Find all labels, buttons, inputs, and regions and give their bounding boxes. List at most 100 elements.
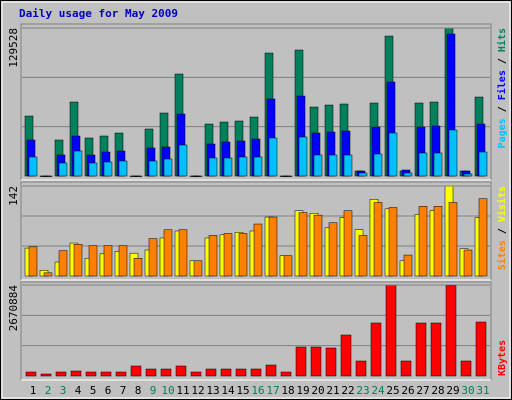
legend-entry: Hits — [496, 28, 508, 52]
bar — [70, 370, 82, 377]
legend: Pages / Files / Hits — [496, 28, 508, 148]
bar — [28, 246, 38, 277]
bar — [100, 371, 112, 377]
x-tick-label: 20 — [311, 384, 324, 397]
x-tick-label: 14 — [221, 384, 235, 397]
bar — [43, 272, 53, 277]
bar — [445, 285, 457, 377]
bar — [415, 322, 427, 377]
x-tick-label: 9 — [150, 384, 157, 397]
bar — [250, 368, 262, 377]
bar — [268, 137, 278, 177]
bar — [265, 364, 277, 377]
x-tick-label: 17 — [266, 384, 279, 397]
bar — [430, 322, 442, 377]
legend-entry: KBytes — [497, 340, 508, 376]
x-tick-label: 27 — [416, 384, 429, 397]
x-tick-label: 12 — [191, 384, 204, 397]
x-tick-label: 7 — [120, 384, 127, 397]
bar — [193, 175, 203, 177]
bar — [118, 160, 128, 177]
x-tick-label: 2 — [45, 384, 52, 397]
x-tick-label: 23 — [356, 384, 369, 397]
bar — [448, 202, 458, 277]
bar — [433, 152, 443, 177]
bar — [403, 254, 413, 277]
bar — [253, 156, 263, 177]
bar — [58, 250, 68, 277]
bar — [463, 173, 473, 177]
legend: Sites / Visits — [496, 186, 508, 270]
x-tick-label: 4 — [75, 384, 82, 397]
bar — [385, 284, 397, 377]
legend-separator: / — [497, 100, 508, 118]
bar — [193, 260, 203, 277]
bar — [160, 368, 172, 377]
bar — [433, 206, 443, 277]
x-tick-label: 21 — [326, 384, 339, 397]
bar — [325, 347, 337, 377]
bar — [343, 210, 353, 277]
legend-entry: Pages — [497, 118, 508, 148]
bar — [418, 152, 428, 177]
bar — [133, 175, 143, 177]
bar — [478, 151, 488, 177]
bar — [178, 229, 188, 277]
bar — [238, 156, 248, 177]
x-tick-label: 30 — [461, 384, 474, 397]
x-tick-label: 5 — [90, 384, 97, 397]
x-tick-label: 6 — [105, 384, 112, 397]
bar — [43, 175, 53, 177]
bar — [253, 223, 263, 277]
x-tick-label: 13 — [206, 384, 219, 397]
bar — [310, 346, 322, 377]
bar — [103, 161, 113, 177]
bar — [208, 157, 218, 177]
bar — [178, 144, 188, 177]
bar — [235, 368, 247, 377]
bar — [478, 198, 488, 277]
x-tick-label: 31 — [476, 384, 489, 397]
x-tick-label: 19 — [296, 384, 309, 397]
x-tick-label: 25 — [386, 384, 399, 397]
bar — [343, 154, 353, 177]
bar — [163, 158, 173, 177]
legend-entry: Sites — [496, 240, 508, 270]
x-tick-label: 11 — [176, 384, 189, 397]
x-tick-label: 1 — [30, 384, 37, 397]
bar — [163, 229, 173, 277]
x-tick-label: 28 — [431, 384, 444, 397]
y-tick-label: 142 — [7, 186, 20, 206]
bar — [388, 132, 398, 177]
bar — [448, 129, 458, 177]
panel-frame — [20, 281, 492, 381]
y-tick-label: 2670884 — [7, 285, 20, 332]
legend-entry: Files — [496, 70, 508, 100]
bar — [358, 172, 368, 177]
bar — [118, 245, 128, 277]
x-tick-label: 22 — [341, 384, 354, 397]
bar — [148, 160, 158, 177]
bar — [328, 154, 338, 177]
x-tick-label: 16 — [251, 384, 264, 397]
bar — [340, 334, 352, 377]
bar — [223, 233, 233, 277]
legend-separator: / — [497, 222, 508, 240]
bar — [388, 207, 398, 277]
bar — [205, 368, 217, 377]
x-tick-label: 18 — [281, 384, 294, 397]
y-tick-label: 129528 — [7, 28, 20, 68]
x-tick-label: 26 — [401, 384, 414, 397]
bar — [88, 162, 98, 177]
bar — [88, 245, 98, 277]
bar — [370, 322, 382, 377]
bar — [73, 150, 83, 177]
bar — [58, 162, 68, 177]
bar — [268, 216, 278, 277]
bar — [475, 321, 487, 377]
bar — [283, 175, 293, 177]
x-tick-label: 15 — [236, 384, 249, 397]
bar — [103, 245, 113, 277]
bar — [328, 222, 338, 277]
bar — [175, 365, 187, 377]
